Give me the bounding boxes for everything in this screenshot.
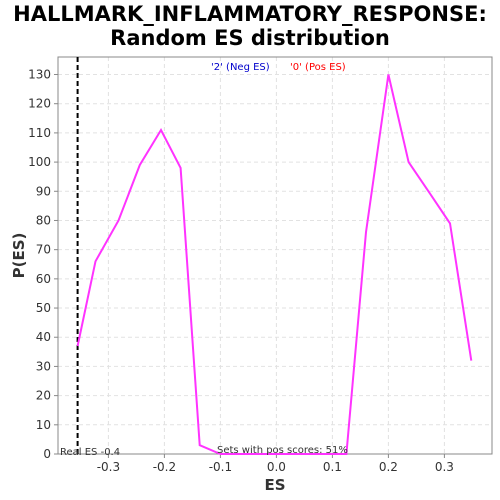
legend-pos-es: '0' (Pos ES) <box>290 62 346 73</box>
chart-title-line-1: HALLMARK_INFLAMMATORY_RESPONSE: <box>13 2 487 26</box>
y-tick-label: 10 <box>36 418 51 432</box>
y-tick-label: 0 <box>43 447 51 461</box>
x-tick-label: -0.1 <box>209 460 232 474</box>
y-tick-label: 30 <box>36 359 51 373</box>
y-tick-label: 110 <box>28 126 51 140</box>
real-es-label: Real ES -0.4 <box>60 447 120 458</box>
x-tick-label: -0.3 <box>97 460 120 474</box>
x-tick-label: 0.0 <box>267 460 286 474</box>
grid-lines <box>58 57 492 455</box>
x-tick-label: 0.3 <box>435 460 454 474</box>
y-tick-label: 100 <box>28 155 51 169</box>
y-tick-label: 70 <box>36 243 51 257</box>
y-tick-label: 80 <box>36 213 51 227</box>
legend-neg-es: '2' (Neg ES) <box>211 62 270 73</box>
y-tick-label: 60 <box>36 272 51 286</box>
y-axis-label: P(ES) <box>10 233 28 279</box>
y-tick-label: 90 <box>36 184 51 198</box>
y-tick-label: 120 <box>28 97 51 111</box>
x-axis-ticks: -0.3 -0.2 -0.1 0.0 0.1 0.2 0.3 <box>97 454 454 474</box>
pos-scores-annotation: Sets with pos scores: 51% <box>217 445 348 456</box>
x-tick-label: 0.2 <box>379 460 398 474</box>
y-tick-label: 130 <box>28 68 51 82</box>
series-line <box>76 74 473 455</box>
x-tick-label: 0.1 <box>323 460 342 474</box>
y-axis-ticks: 0 10 20 30 40 50 60 70 80 90 100 110 120 130 <box>28 68 58 461</box>
y-tick-label: 20 <box>36 389 51 403</box>
plot-area <box>57 56 493 455</box>
x-axis-label: ES <box>264 476 285 494</box>
y-tick-label: 40 <box>36 330 51 344</box>
chart-title-line-2: Random ES distribution <box>110 26 390 50</box>
y-tick-label: 50 <box>36 301 51 315</box>
x-tick-label: -0.2 <box>153 460 176 474</box>
